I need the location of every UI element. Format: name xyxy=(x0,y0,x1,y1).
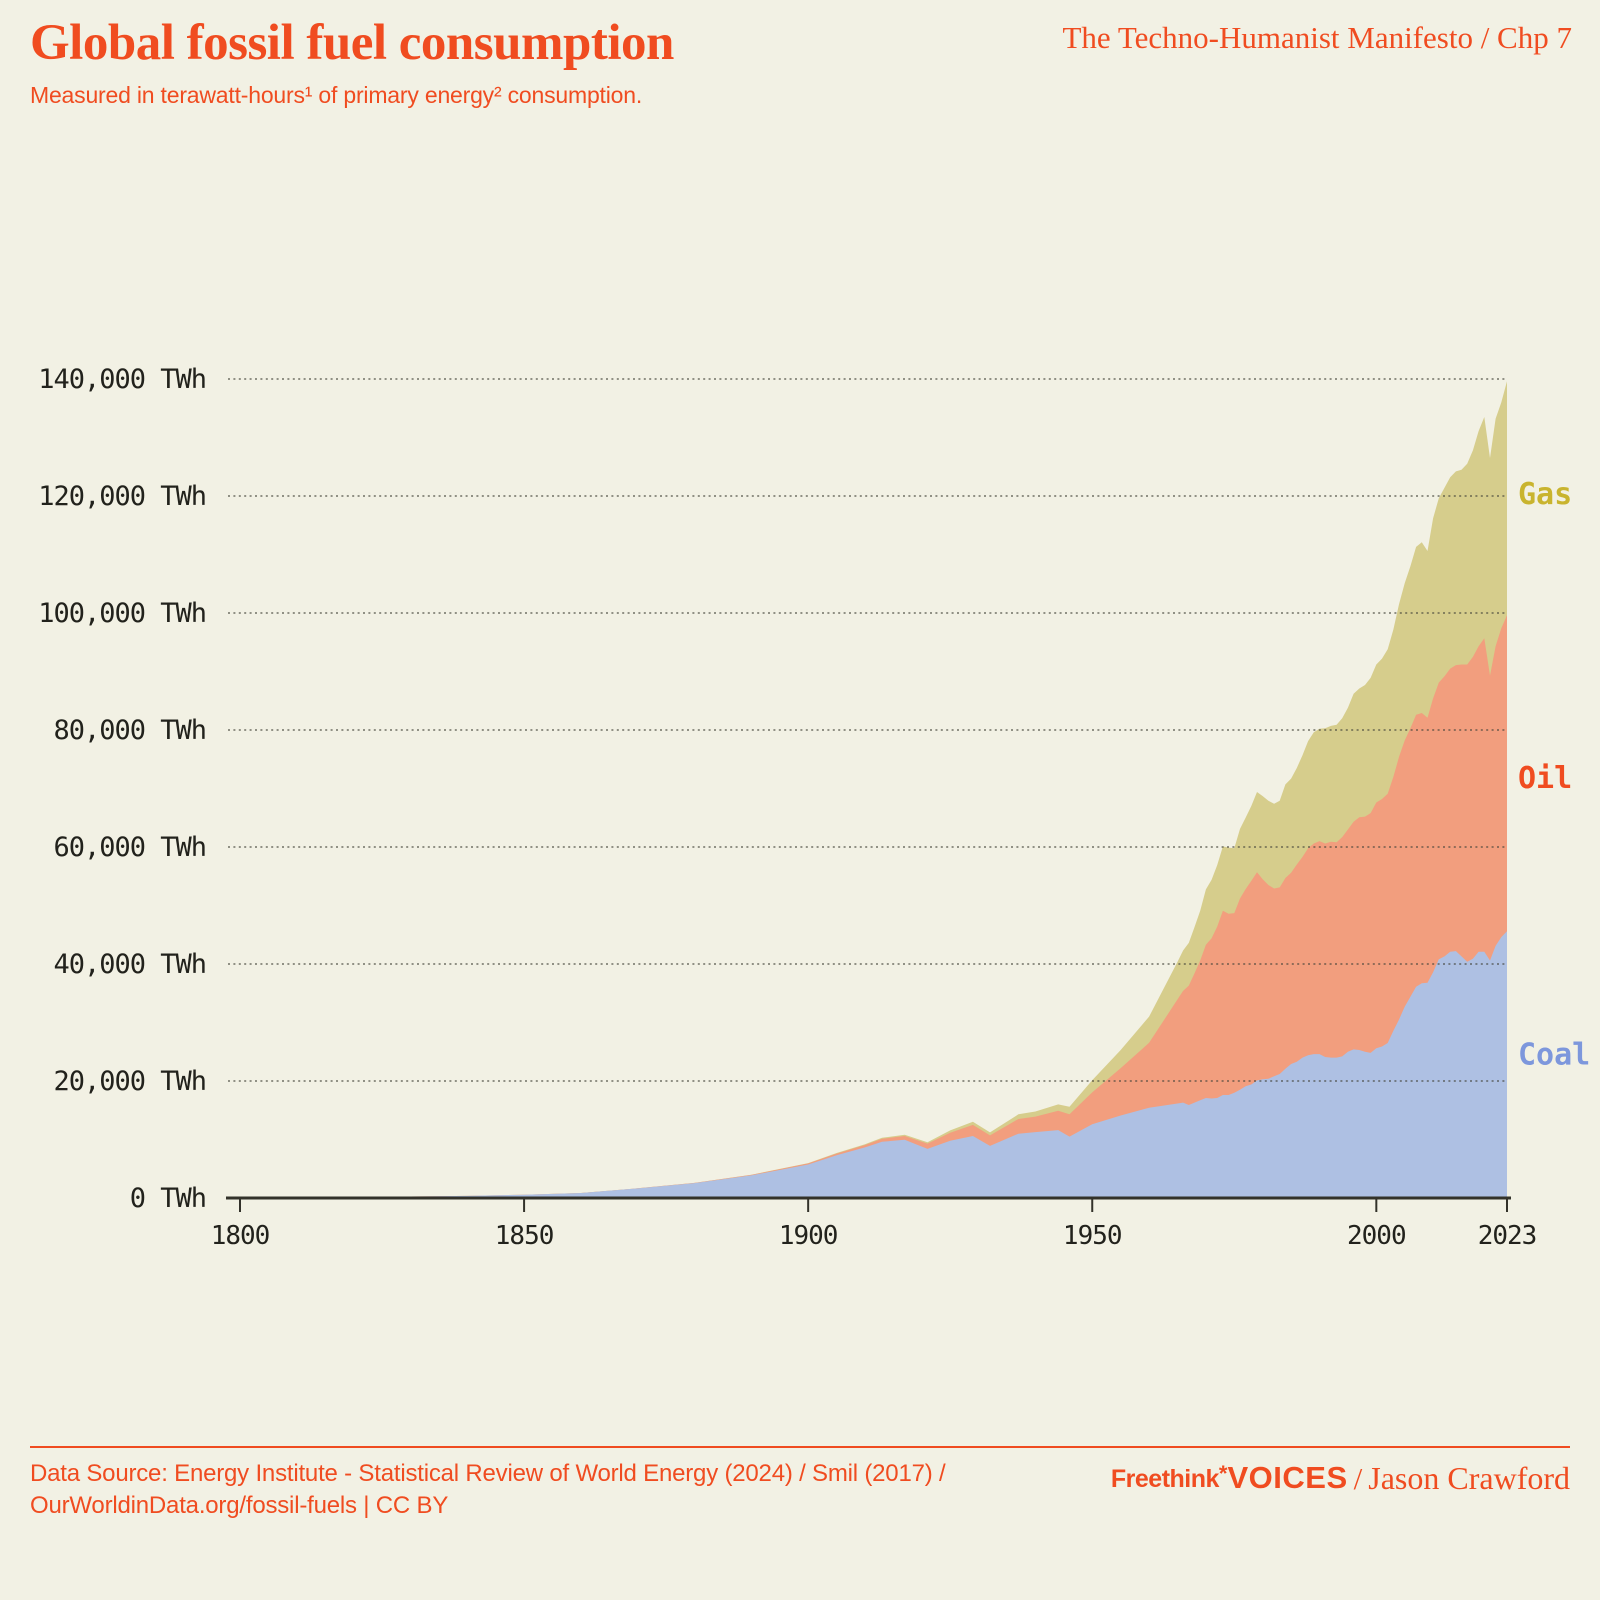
y-tick-label-100000: 100,000 TWh xyxy=(38,598,206,629)
y-tick-label-120000: 120,000 TWh xyxy=(38,481,206,512)
series-label-gas: Gas xyxy=(1518,477,1572,512)
series-label-oil: Oil xyxy=(1518,761,1572,796)
y-tick-label-140000: 140,000 TWh xyxy=(38,364,206,395)
area-oil xyxy=(240,615,1507,1198)
credit-separator: / xyxy=(1353,1461,1363,1496)
x-tick-label-1850: 1850 xyxy=(495,1221,554,1251)
voices-logo: VOICES xyxy=(1227,1460,1348,1495)
y-tick-label-60000: 60,000 TWh xyxy=(53,832,206,863)
area-coal xyxy=(240,931,1507,1198)
freethink-logo: Freethink xyxy=(1110,1465,1220,1493)
asterisk-mark: * xyxy=(1218,1461,1228,1486)
data-source-line1: Data Source: Energy Institute - Statisti… xyxy=(30,1460,946,1487)
page-title: Global fossil fuel consumption xyxy=(30,15,674,71)
x-tick-label-2000: 2000 xyxy=(1347,1221,1406,1251)
author-name: Jason Crawford xyxy=(1368,1460,1570,1496)
publisher-credit: Freethink*VOICES / Jason Crawford xyxy=(1111,1460,1570,1497)
series-label-coal: Coal xyxy=(1518,1038,1590,1073)
y-tick-label-80000: 80,000 TWh xyxy=(53,715,206,746)
x-tick-label-1900: 1900 xyxy=(779,1221,838,1251)
page-subtitle: Measured in terawatt-hours¹ of primary e… xyxy=(30,82,643,108)
x-tick-label-1950: 1950 xyxy=(1063,1221,1122,1251)
x-tick-label-2023: 2023 xyxy=(1478,1221,1537,1251)
y-tick-label-0: 0 TWh xyxy=(130,1183,206,1214)
y-tick-label-40000: 40,000 TWh xyxy=(53,949,206,980)
y-tick-label-20000: 20,000 TWh xyxy=(53,1066,206,1097)
chapter-reference: The Techno-Humanist Manifesto / Chp 7 xyxy=(1062,20,1572,55)
x-tick-label-1800: 1800 xyxy=(211,1221,270,1251)
data-source-line2: OurWorldinData.org/fossil-fuels | CC BY xyxy=(30,1492,449,1519)
footer-divider xyxy=(30,1446,1570,1448)
data-source-note: Data Source: Energy Institute - Statisti… xyxy=(30,1458,946,1522)
